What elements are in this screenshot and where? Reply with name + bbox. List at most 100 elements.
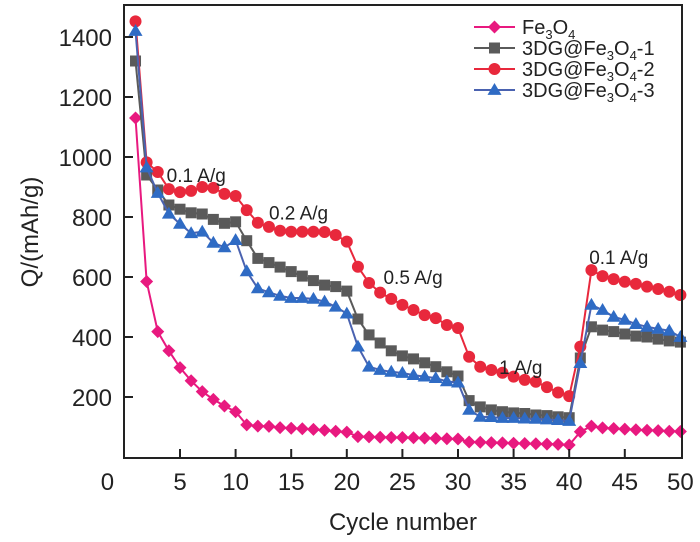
data-point — [285, 266, 297, 278]
data-point — [306, 422, 320, 436]
data-point — [274, 261, 286, 273]
data-point — [341, 285, 353, 297]
data-point — [652, 333, 664, 345]
data-point — [230, 216, 242, 228]
series-layer — [128, 15, 688, 452]
data-point — [351, 260, 364, 273]
data-point — [428, 371, 443, 383]
data-point — [317, 294, 332, 307]
data-point — [673, 330, 688, 342]
data-point — [218, 217, 230, 229]
data-point — [384, 364, 399, 377]
data-point — [673, 425, 687, 438]
data-point — [441, 366, 453, 378]
data-point — [419, 357, 431, 369]
data-point — [241, 235, 253, 247]
data-point — [539, 412, 554, 425]
data-point — [496, 366, 509, 379]
x-tick-label: 10 — [222, 469, 249, 496]
x-tick-label: 0 — [101, 469, 114, 496]
y-tick-label: 1000 — [59, 145, 112, 172]
data-point — [306, 291, 321, 304]
data-point — [596, 421, 610, 435]
annotation-label: 0.1 A/g — [167, 166, 226, 187]
legend-marker — [489, 42, 500, 54]
data-point — [595, 303, 610, 315]
series-3 — [129, 15, 687, 403]
data-point — [540, 381, 553, 394]
data-point — [608, 326, 620, 338]
data-point — [184, 374, 198, 388]
data-point — [619, 328, 631, 340]
annotation-label: 0.2 A/g — [269, 204, 328, 225]
data-point — [374, 337, 386, 349]
data-point — [484, 410, 499, 422]
data-point — [607, 422, 621, 435]
data-point — [662, 323, 677, 336]
data-point — [528, 411, 543, 424]
data-point — [273, 288, 288, 301]
legend-item: 3DG@Fe3O4-3 — [474, 80, 655, 105]
annotation-label: 1 A/g — [499, 358, 542, 379]
data-point — [284, 291, 299, 303]
data-point — [263, 257, 275, 269]
legend-label: Fe3O4 — [522, 17, 575, 42]
data-point — [128, 24, 143, 36]
data-point — [573, 356, 588, 368]
x-tick-label: 30 — [445, 469, 472, 496]
data-point — [395, 366, 410, 378]
data-point — [407, 304, 420, 316]
data-point — [240, 418, 254, 432]
data-point — [163, 199, 175, 211]
data-point — [463, 395, 475, 407]
data-point — [407, 431, 421, 445]
data-point — [296, 270, 308, 282]
data-point — [229, 405, 243, 419]
legend-marker — [487, 83, 502, 95]
data-point — [573, 425, 587, 439]
data-point — [250, 281, 265, 294]
data-point — [195, 224, 210, 237]
x-tick-label: 15 — [278, 469, 305, 496]
data-point — [429, 431, 443, 445]
x-tick-label: 40 — [556, 469, 583, 496]
data-point — [618, 275, 631, 288]
data-point — [396, 298, 409, 311]
legend-marker — [488, 20, 501, 34]
series-4 — [128, 24, 688, 426]
data-point — [417, 369, 432, 382]
legend-label: 3DG@Fe3O4-1 — [522, 38, 655, 63]
data-point — [429, 312, 442, 325]
data-point — [552, 386, 565, 399]
data-point — [584, 419, 598, 433]
data-point — [330, 281, 342, 293]
data-point — [206, 392, 220, 406]
y-tick-label: 800 — [72, 205, 112, 232]
data-point — [562, 414, 577, 426]
y-axis-ticks: 200 400 600 800 1000 1200 1400 — [59, 25, 133, 412]
data-point — [674, 289, 687, 301]
data-point — [507, 436, 521, 450]
data-point — [408, 353, 420, 365]
data-point — [196, 181, 209, 193]
data-point — [485, 364, 498, 376]
data-point — [374, 286, 387, 299]
data-point — [350, 339, 365, 352]
data-point — [217, 240, 232, 253]
data-point — [529, 437, 543, 451]
data-point — [318, 226, 331, 238]
data-point — [630, 330, 642, 342]
data-point — [196, 208, 208, 220]
data-point — [140, 275, 154, 288]
data-point — [662, 424, 676, 438]
data-point — [551, 437, 565, 451]
data-point — [596, 270, 609, 283]
y-tick-label: 200 — [72, 385, 112, 412]
data-point — [130, 55, 142, 67]
data-point — [228, 233, 243, 245]
data-point — [319, 279, 331, 291]
data-point — [440, 432, 454, 446]
x-axis-title: Cycle number — [329, 509, 477, 536]
data-point — [439, 374, 454, 387]
data-point — [641, 280, 654, 293]
